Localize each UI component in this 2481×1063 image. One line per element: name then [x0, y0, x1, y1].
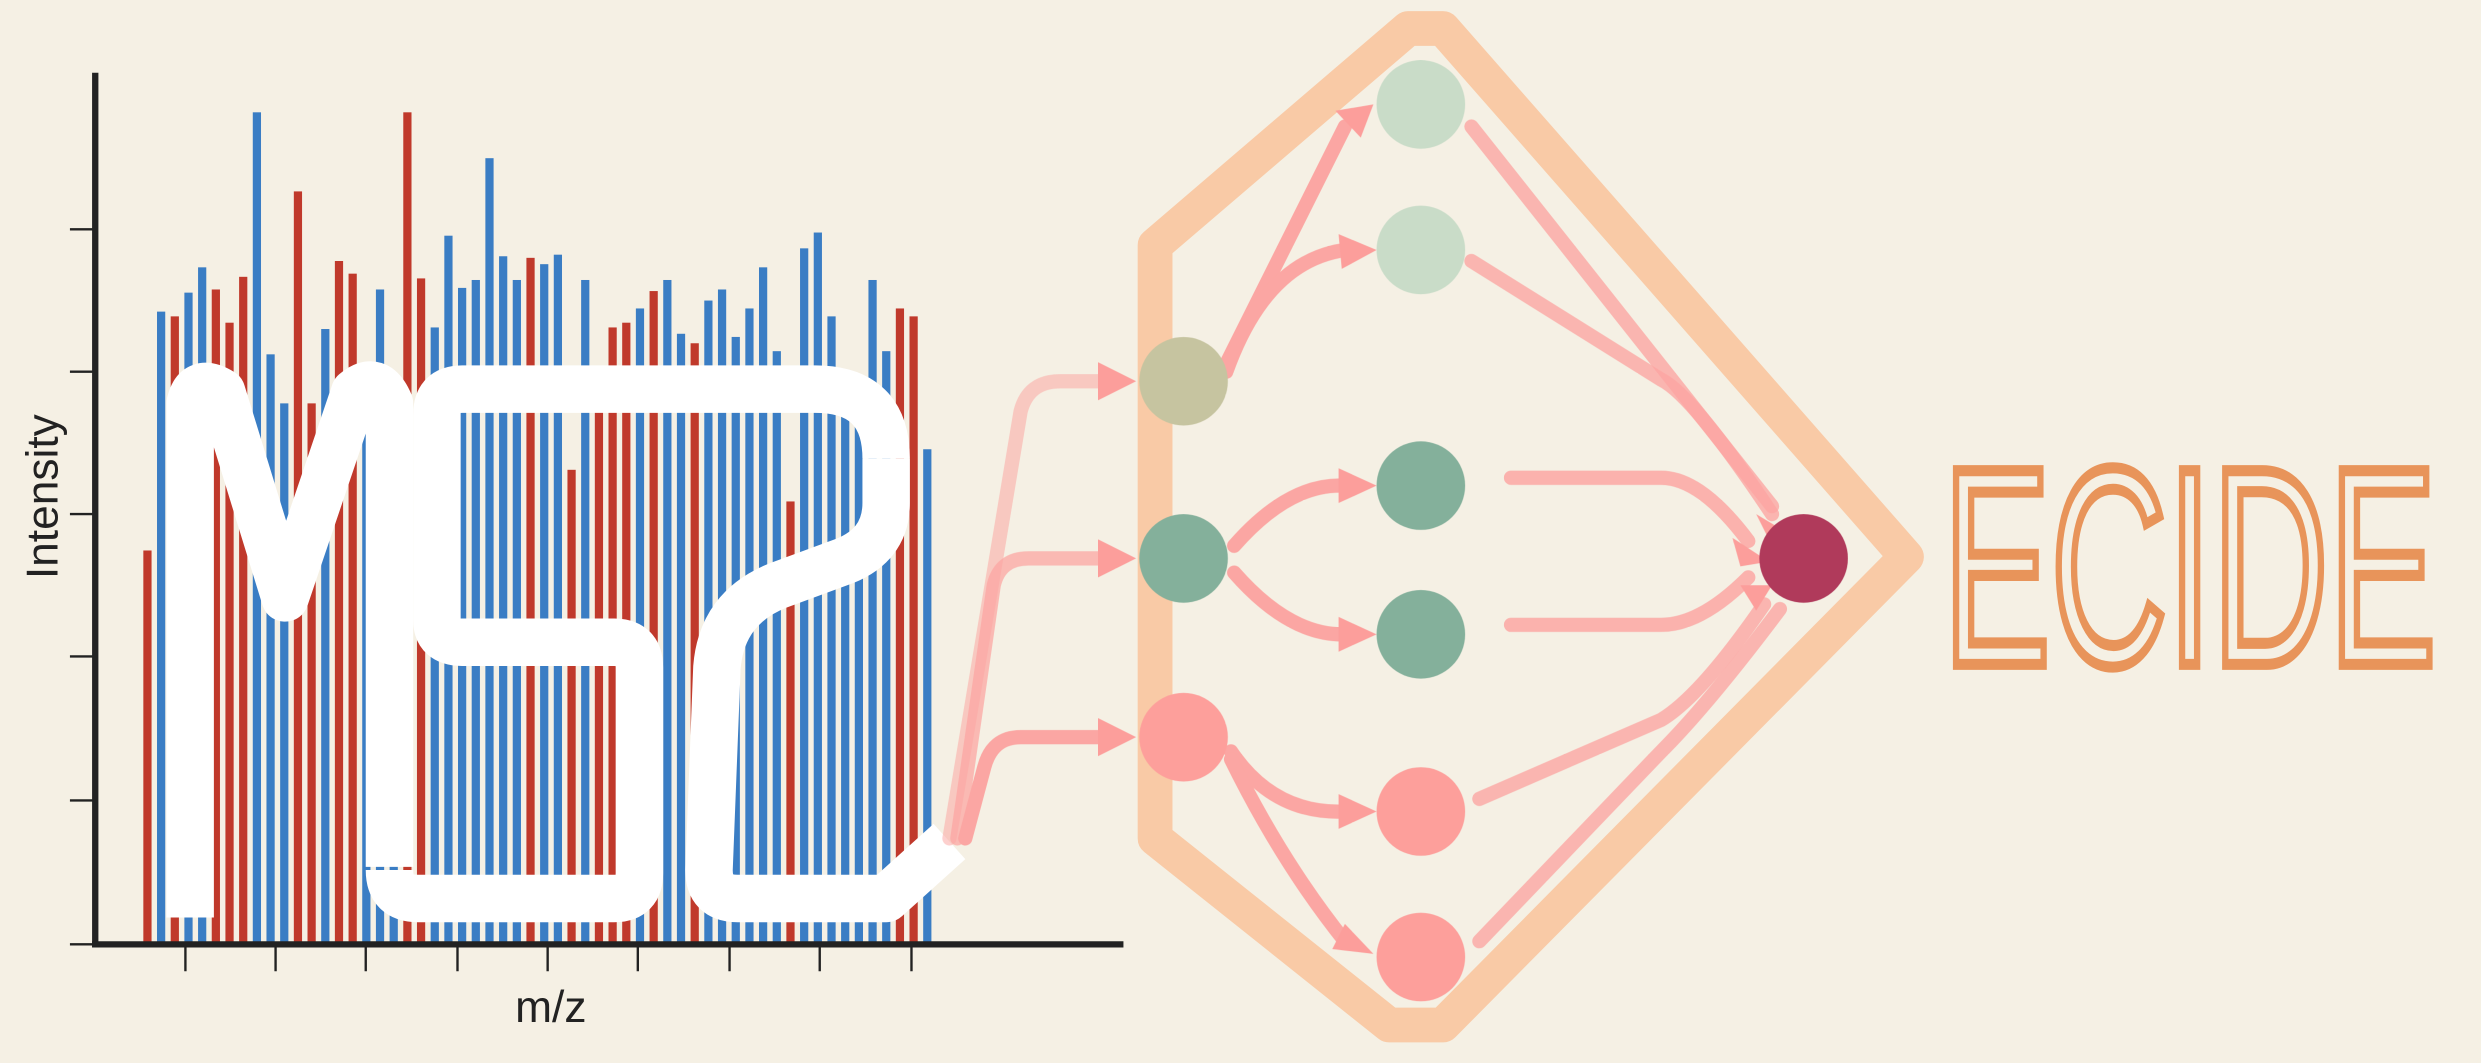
network-outline — [1137, 11, 1924, 1043]
spectrum-bar — [512, 279, 521, 945]
spectrum-bar — [157, 311, 166, 945]
spectrum-bar — [882, 351, 891, 945]
spectrum-bar — [211, 289, 220, 945]
spectrum-bar — [841, 374, 850, 945]
spectrum-bar — [690, 343, 699, 945]
spectrum-bar — [581, 279, 590, 945]
spectrum-bar — [909, 316, 918, 945]
spectrum-bar — [348, 273, 357, 945]
spectrum-bar — [458, 287, 467, 945]
spectrum-bar — [471, 279, 480, 945]
spectrum-bar — [772, 351, 781, 945]
spectrum-bar — [143, 550, 152, 945]
spectrum-bar — [334, 261, 344, 945]
wordmark: ECIDE — [1943, 409, 2437, 724]
spectrum-bar — [786, 501, 795, 945]
spectrum-bar — [266, 354, 275, 945]
spectrum-bar — [649, 291, 658, 945]
nodes — [1139, 60, 1848, 1002]
spectrum-bar — [676, 333, 686, 945]
spectrum-bar — [225, 322, 234, 945]
spectrum-bar — [567, 469, 576, 945]
spectrum-bar — [553, 254, 563, 945]
spectrum-bar — [321, 329, 330, 945]
spectrum-bar — [923, 449, 932, 945]
spectrum-bar — [895, 308, 905, 945]
spectrum-bar — [239, 276, 248, 945]
axes — [92, 72, 1124, 948]
axis-ticks — [69, 228, 913, 972]
x-axis-label: m/z — [515, 983, 586, 1032]
spectrum-bar — [540, 264, 549, 945]
spectrum-bar — [827, 316, 836, 945]
spectrum-bar — [663, 279, 672, 945]
y-axis-label: Intensity — [18, 413, 67, 579]
spectrum-bar — [499, 256, 508, 945]
spectrum-bar — [526, 257, 535, 945]
spectrum-bar — [868, 279, 877, 945]
spectrum-bar — [485, 158, 494, 945]
spectrum-bar — [854, 381, 863, 945]
spectrum-bar — [280, 403, 289, 945]
ms2-letters — [166, 361, 966, 923]
connections — [942, 119, 1788, 949]
spectrum-bar — [307, 403, 316, 945]
